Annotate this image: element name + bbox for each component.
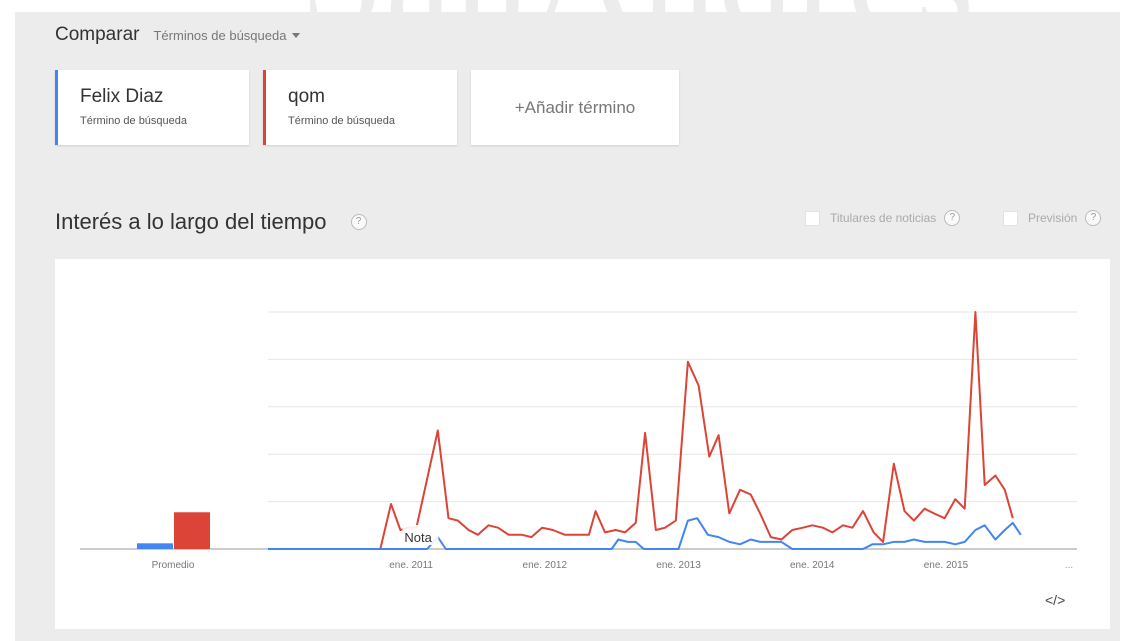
forecast-checkbox[interactable] <box>1003 210 1018 226</box>
term-card-qom[interactable]: qom Término de búsqueda <box>263 70 457 145</box>
chart-series <box>268 311 1022 550</box>
note-label: Nota <box>404 530 432 545</box>
x-axis: ene. 2011 ene. 2012 ene. 2013 ene. 2014 ene.… <box>389 560 1073 571</box>
search-terms-dropdown-label: Términos de búsqueda <box>153 28 287 43</box>
x-tick-label: ene. 2011 <box>389 560 433 571</box>
search-terms-dropdown[interactable]: Términos de búsqueda <box>153 28 301 43</box>
add-term-button[interactable]: +Añadir término <box>471 70 679 145</box>
note-background <box>402 525 439 545</box>
option-news-headlines[interactable]: Titulares de noticias ? <box>805 210 961 226</box>
average-label: Promedio <box>152 560 195 571</box>
help-icon[interactable]: ? <box>1085 210 1102 226</box>
x-tick-label: ene. 2014 <box>790 560 835 571</box>
interest-over-time-chart: Promedio ene. 2011 ene. 2012 ene. 2013 ene.… <box>80 311 1077 571</box>
x-tick-label: ene. 2012 <box>523 560 568 571</box>
x-tick-label: ene. 2015 <box>924 560 969 571</box>
x-tick-label: ene. 2013 <box>656 560 701 571</box>
series-line <box>268 517 1022 550</box>
term-subtitle: Término de búsqueda <box>288 115 396 127</box>
average-bar <box>174 512 210 549</box>
chart-grid <box>80 311 1077 550</box>
chart-card: Promedio ene. 2011 ene. 2012 ene. 2013 ene.… <box>55 259 1110 629</box>
help-icon[interactable]: ? <box>350 214 367 230</box>
term-subtitle: Término de búsqueda <box>80 115 188 127</box>
term-name: Felix Diaz <box>80 86 164 107</box>
news-headlines-label: Titulares de noticias <box>830 211 937 225</box>
help-icon[interactable]: ? <box>944 210 961 226</box>
embed-code-button[interactable]: </> <box>1045 592 1066 608</box>
term-name: qom <box>288 86 325 107</box>
chart-note: Nota <box>402 525 439 545</box>
forecast-label: Previsión <box>1028 211 1078 225</box>
average-bar <box>137 543 173 549</box>
term-card-felix-diaz[interactable]: Felix Diaz Término de búsqueda <box>55 70 249 145</box>
section-title: Interés a lo largo del tiempo ? <box>55 209 367 235</box>
news-headlines-checkbox[interactable] <box>805 210 820 226</box>
section-title-text: Interés a lo largo del tiempo <box>55 209 327 234</box>
series-line <box>268 311 1014 550</box>
add-term-label: +Añadir término <box>514 98 636 117</box>
caret-down-icon <box>292 33 301 38</box>
x-tick-label: ... <box>1065 560 1073 571</box>
compare-header: Comparar Términos de búsqueda <box>55 24 301 46</box>
option-forecast[interactable]: Previsión ? <box>1003 210 1102 226</box>
compare-title: Comparar <box>55 24 140 45</box>
average-bars: Promedio <box>137 512 210 571</box>
